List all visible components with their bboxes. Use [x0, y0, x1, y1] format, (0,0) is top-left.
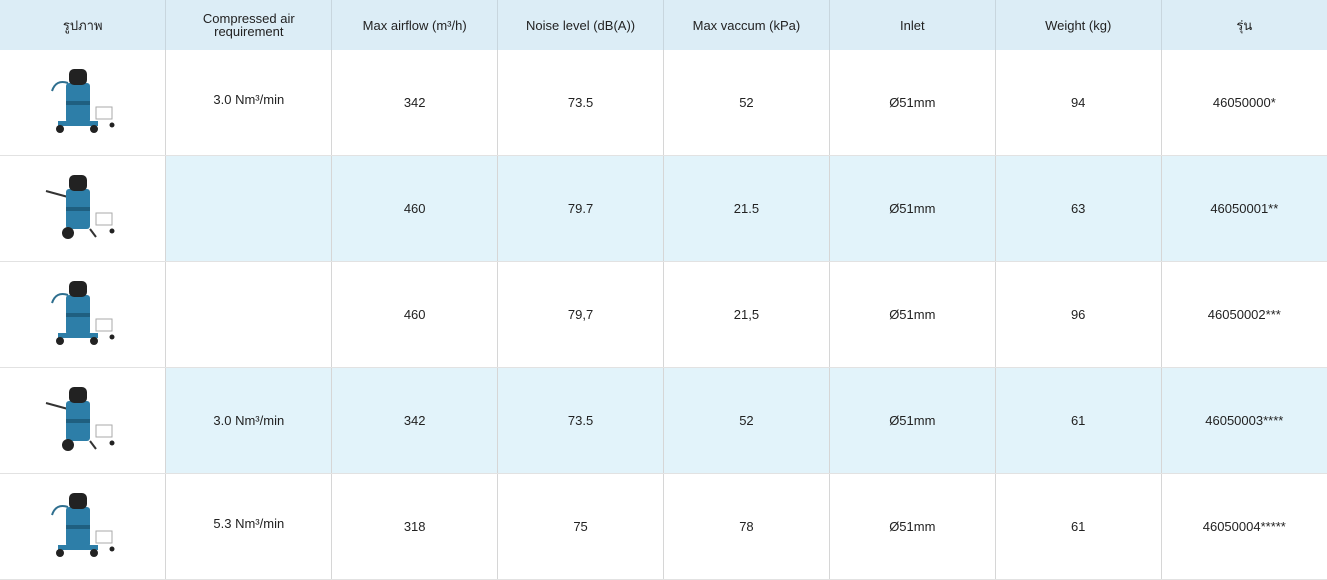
table-cell: Ø51mm	[829, 156, 995, 262]
table-cell: 46050003****	[1161, 368, 1327, 474]
column-header: Inlet	[829, 0, 995, 50]
column-header: Max vaccum (kPa)	[664, 0, 830, 50]
table-cell: 46050004*****	[1161, 474, 1327, 580]
table-cell	[166, 262, 332, 368]
image-cell	[0, 368, 166, 474]
product-image	[38, 61, 128, 141]
image-cell	[0, 262, 166, 368]
image-cell	[0, 50, 166, 156]
column-header: Weight (kg)	[995, 0, 1161, 50]
image-cell	[0, 474, 166, 580]
table-cell: 46050002***	[1161, 262, 1327, 368]
page: รูปภาพCompressed air requirementMax airf…	[0, 0, 1327, 578]
table-cell: 78	[664, 474, 830, 580]
product-image	[38, 379, 128, 459]
column-header: Compressed air requirement	[166, 0, 332, 50]
table-cell: 342	[332, 50, 498, 156]
table-cell: 460	[332, 262, 498, 368]
table-cell: Ø51mm	[829, 262, 995, 368]
table-cell: 3.0 Nm³/min	[166, 368, 332, 474]
table-cell: 21.5	[664, 156, 830, 262]
column-header: Noise level (dB(A))	[498, 0, 664, 50]
table-cell: 96	[995, 262, 1161, 368]
column-header: Max airflow (m³/h)	[332, 0, 498, 50]
table-cell: Ø51mm	[829, 368, 995, 474]
table-cell: Ø51mm	[829, 50, 995, 156]
table-cell: 5.3 Nm³/min	[166, 474, 332, 580]
product-table: รูปภาพCompressed air requirementMax airf…	[0, 0, 1327, 580]
product-image	[38, 485, 128, 565]
column-header: รูปภาพ	[0, 0, 166, 50]
table-cell: 79.7	[498, 156, 664, 262]
table-cell: 79,7	[498, 262, 664, 368]
table-cell: 61	[995, 368, 1161, 474]
table-cell: 73.5	[498, 50, 664, 156]
table-cell: 3.0 Nm³/min	[166, 50, 332, 156]
table-cell: 318	[332, 474, 498, 580]
table-cell: 63	[995, 156, 1161, 262]
table-cell: Ø51mm	[829, 474, 995, 580]
table-cell: 342	[332, 368, 498, 474]
table-cell: 61	[995, 474, 1161, 580]
table-cell: 46050001**	[1161, 156, 1327, 262]
table-cell: 46050000*	[1161, 50, 1327, 156]
table-cell: 52	[664, 50, 830, 156]
table-cell	[166, 156, 332, 262]
table-cell: 75	[498, 474, 664, 580]
table-cell: 73.5	[498, 368, 664, 474]
product-image	[38, 273, 128, 353]
image-cell	[0, 156, 166, 262]
table-cell: 460	[332, 156, 498, 262]
product-image	[38, 167, 128, 247]
table-cell: 21,5	[664, 262, 830, 368]
column-header: รุ่น	[1161, 0, 1327, 50]
table-cell: 52	[664, 368, 830, 474]
table-cell: 94	[995, 50, 1161, 156]
